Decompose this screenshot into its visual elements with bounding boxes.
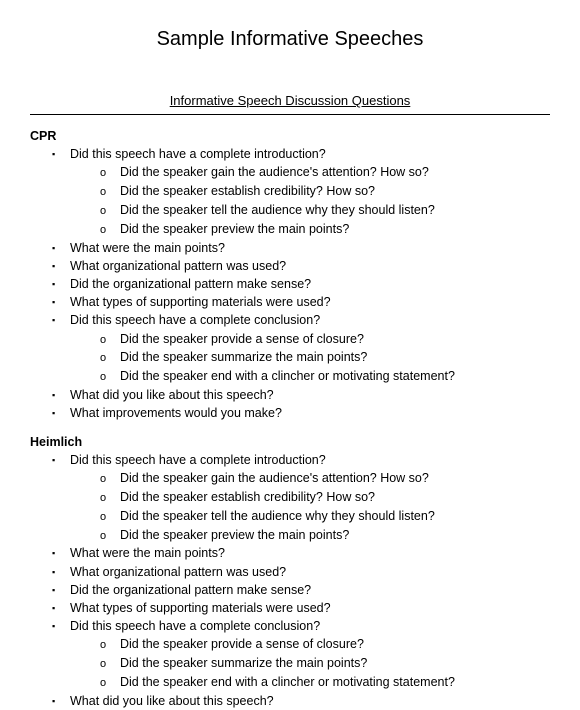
question-list: Did this speech have a complete introduc… <box>30 145 550 423</box>
list-item: Did the speaker tell the audience why th… <box>120 507 550 526</box>
list-item: What did you like about this speech? <box>70 386 550 404</box>
sub-question-list: Did the speaker provide a sense of closu… <box>70 330 550 387</box>
list-item: Did this speech have a complete conclusi… <box>70 617 550 635</box>
list-item: Did the speaker gain the audience's atte… <box>120 469 550 488</box>
sub-question-list: Did the speaker provide a sense of closu… <box>70 635 550 692</box>
section-heading: Heimlich <box>30 435 550 449</box>
list-item: Did the speaker preview the main points? <box>120 220 550 239</box>
page-subtitle: Informative Speech Discussion Questions <box>30 93 550 108</box>
page-title: Sample Informative Speeches <box>30 28 550 51</box>
list-item: What organizational pattern was used? <box>70 257 550 275</box>
divider <box>30 114 550 115</box>
list-item: Did the speaker end with a clincher or m… <box>120 367 550 386</box>
list-item: Did the speaker establish credibility? H… <box>120 488 550 507</box>
list-item: Did this speech have a complete introduc… <box>70 145 550 163</box>
section-heading: CPR <box>30 129 550 143</box>
list-item: Did the speaker tell the audience why th… <box>120 201 550 220</box>
list-item: What did you like about this speech? <box>70 692 550 710</box>
list-item: What were the main points? <box>70 544 550 562</box>
list-item: Did the organizational pattern make sens… <box>70 581 550 599</box>
list-item: Did the speaker end with a clincher or m… <box>120 673 550 692</box>
list-item: Did the speaker preview the main points? <box>120 526 550 545</box>
content-body: CPR Did this speech have a complete intro… <box>30 129 550 710</box>
list-item: What improvements would you make? <box>70 404 550 422</box>
list-item: What organizational pattern was used? <box>70 563 550 581</box>
list-item: What were the main points? <box>70 239 550 257</box>
list-item: Did this speech have a complete conclusi… <box>70 311 550 329</box>
list-item: Did the speaker provide a sense of closu… <box>120 330 550 349</box>
list-item: Did the speaker summarize the main point… <box>120 348 550 367</box>
list-item: Did this speech have a complete introduc… <box>70 451 550 469</box>
list-item: What types of supporting materials were … <box>70 599 550 617</box>
sub-question-list: Did the speaker gain the audience's atte… <box>70 469 550 545</box>
list-item: Did the speaker gain the audience's atte… <box>120 163 550 182</box>
list-item: Did the speaker provide a sense of closu… <box>120 635 550 654</box>
question-list: Did this speech have a complete introduc… <box>30 451 550 710</box>
list-item: Did the speaker establish credibility? H… <box>120 182 550 201</box>
sub-question-list: Did the speaker gain the audience's atte… <box>70 163 550 239</box>
list-item: What types of supporting materials were … <box>70 293 550 311</box>
list-item: Did the organizational pattern make sens… <box>70 275 550 293</box>
list-item: Did the speaker summarize the main point… <box>120 654 550 673</box>
